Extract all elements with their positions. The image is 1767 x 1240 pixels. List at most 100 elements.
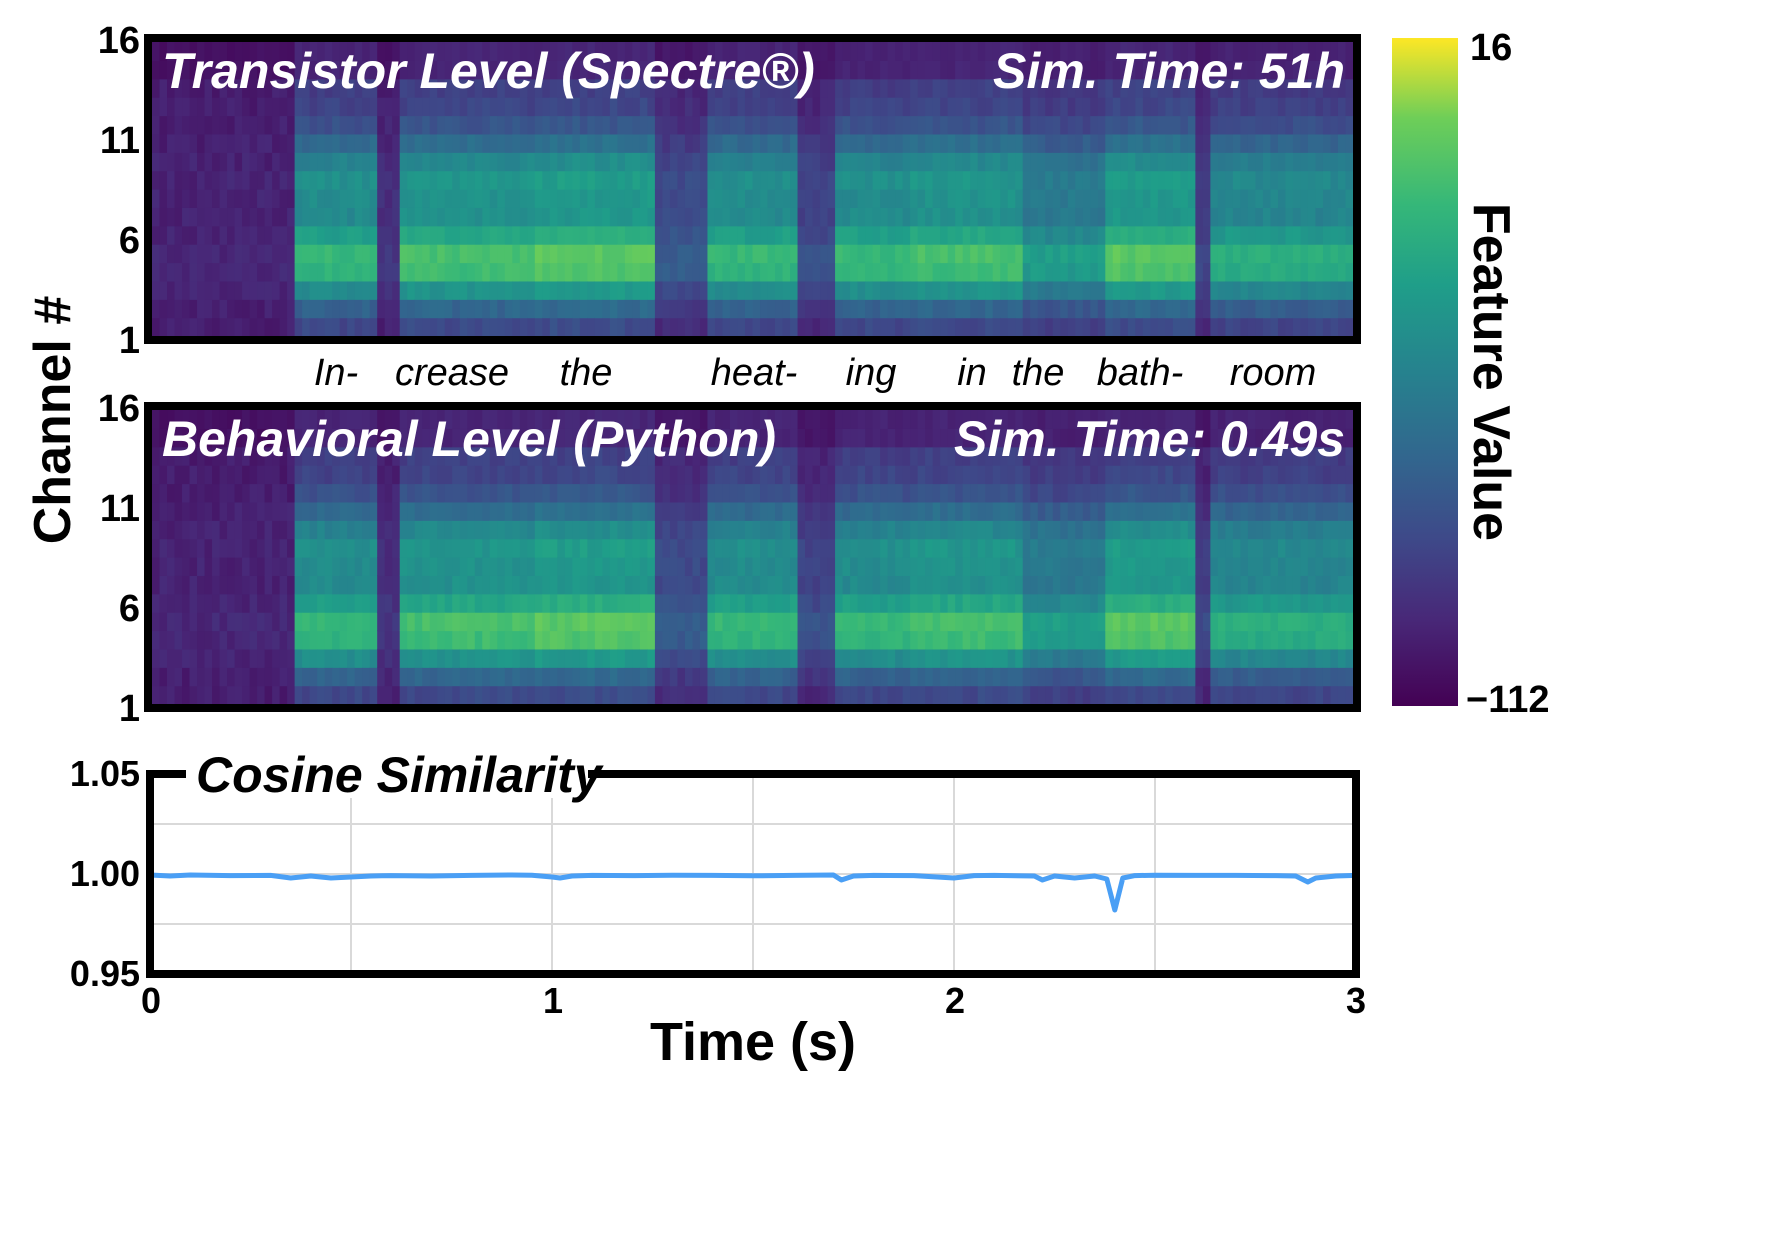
heatmap-cell [1067, 612, 1076, 632]
heatmap-cell [347, 244, 356, 264]
heatmap-cell [302, 78, 311, 98]
heatmap-cell [1180, 115, 1189, 135]
heatmap-cell [572, 97, 581, 117]
heatmap-cell [910, 593, 919, 613]
heatmap-cell [219, 189, 228, 208]
heatmap-cell [467, 97, 476, 117]
heatmap-cell [1195, 630, 1204, 650]
heatmap-cell [729, 133, 739, 153]
heatmap-cell [835, 60, 844, 80]
heatmap-cell [902, 280, 911, 300]
heatmap-cell [1225, 465, 1234, 485]
heatmap-cell [579, 152, 588, 172]
heatmap-cell [624, 557, 633, 576]
heatmap-cell [669, 501, 679, 521]
heatmap-cell [257, 189, 266, 208]
heatmap-cell [624, 630, 633, 650]
heatmap-cell [1255, 630, 1264, 650]
heatmap-cell [1067, 244, 1076, 264]
heatmap-cell [429, 557, 438, 576]
heatmap-cell [1037, 538, 1046, 558]
heatmap-cell [1067, 60, 1076, 80]
heatmap-cell [347, 538, 356, 558]
heatmap-cell [1097, 244, 1106, 264]
heatmap-cell [594, 189, 603, 208]
heatmap-cell [917, 170, 926, 190]
heatmap-cell [234, 593, 243, 613]
heatmap-cell [197, 410, 206, 429]
heatmap-cell [865, 593, 874, 613]
heatmap-cell [895, 465, 904, 485]
heatmap-cell [1277, 60, 1287, 80]
heatmap-cell [1060, 557, 1069, 576]
heatmap-cell [1105, 244, 1114, 264]
heatmap-cell [692, 280, 701, 300]
heatmap-cell [722, 170, 731, 190]
heatmap-cell [910, 501, 919, 521]
heatmap-cell [1037, 667, 1046, 687]
heatmap-cell [474, 446, 483, 466]
heatmap-cell [1232, 483, 1242, 503]
heatmap-cell [1142, 483, 1151, 503]
heatmap-cell [1277, 483, 1287, 503]
heatmap-cell [947, 538, 956, 558]
heatmap-cell [940, 520, 949, 540]
heatmap-cell [790, 501, 799, 521]
heatmap-cell [970, 189, 979, 208]
heatmap-cell [444, 189, 453, 208]
heatmap-cell [707, 557, 716, 576]
heatmap-cell [287, 262, 296, 282]
heatmap-cell [977, 207, 986, 227]
heatmap-cell [662, 244, 671, 264]
heatmap-cell [174, 557, 183, 576]
heatmap-cell [377, 612, 386, 632]
heatmap-cell [1000, 593, 1009, 613]
heatmap-cell [294, 152, 303, 172]
heatmap-cell [182, 630, 191, 650]
heatmap-cell [925, 575, 934, 595]
heatmap-cell [962, 207, 971, 227]
heatmap-cell [1202, 446, 1211, 466]
heatmap-cell [287, 42, 296, 61]
heatmap-cell [429, 465, 438, 485]
heatmap-cell [609, 207, 618, 227]
heatmap-cell [287, 152, 296, 172]
heatmap-cell [467, 244, 476, 264]
heatmap-cell [519, 630, 528, 650]
heatmap-cell [1135, 60, 1144, 80]
heatmap-cell [902, 648, 911, 668]
heatmap-cell [767, 189, 776, 208]
heatmap-cell [797, 42, 806, 61]
heatmap-cell [752, 244, 761, 264]
heatmap-cell [669, 152, 679, 172]
heatmap-cell [467, 225, 476, 245]
heatmap-cell [189, 648, 198, 668]
heatmap-cell [1232, 648, 1242, 668]
heatmap-cell [1255, 115, 1264, 135]
heatmap-cell [384, 225, 393, 245]
heatmap-cell [767, 60, 776, 80]
heatmap-cell [542, 244, 551, 264]
heatmap-cell [317, 483, 326, 503]
heatmap-cell [812, 97, 821, 117]
heatmap-cell [895, 189, 904, 208]
heatmap-cell [242, 465, 251, 485]
heatmap-cell [820, 685, 829, 705]
heatmap-cell [579, 501, 588, 521]
heatmap-cell [294, 538, 303, 558]
heatmap-cell [609, 483, 618, 503]
heatmap-cell [414, 538, 423, 558]
heatmap-cell [895, 685, 904, 705]
heatmap-cell [384, 612, 393, 632]
heatmap-cell [1045, 501, 1054, 521]
heatmap-cell [925, 225, 934, 245]
heatmap-cell [264, 207, 273, 227]
heatmap-cell [1090, 225, 1099, 245]
heatmap-cell [302, 501, 311, 521]
heatmap-cell [684, 115, 694, 135]
heatmap-cell [624, 78, 633, 98]
heatmap-cell [767, 446, 776, 466]
heatmap-cell [564, 170, 573, 190]
heatmap-cell [617, 446, 626, 466]
heatmap-cell [910, 520, 919, 540]
